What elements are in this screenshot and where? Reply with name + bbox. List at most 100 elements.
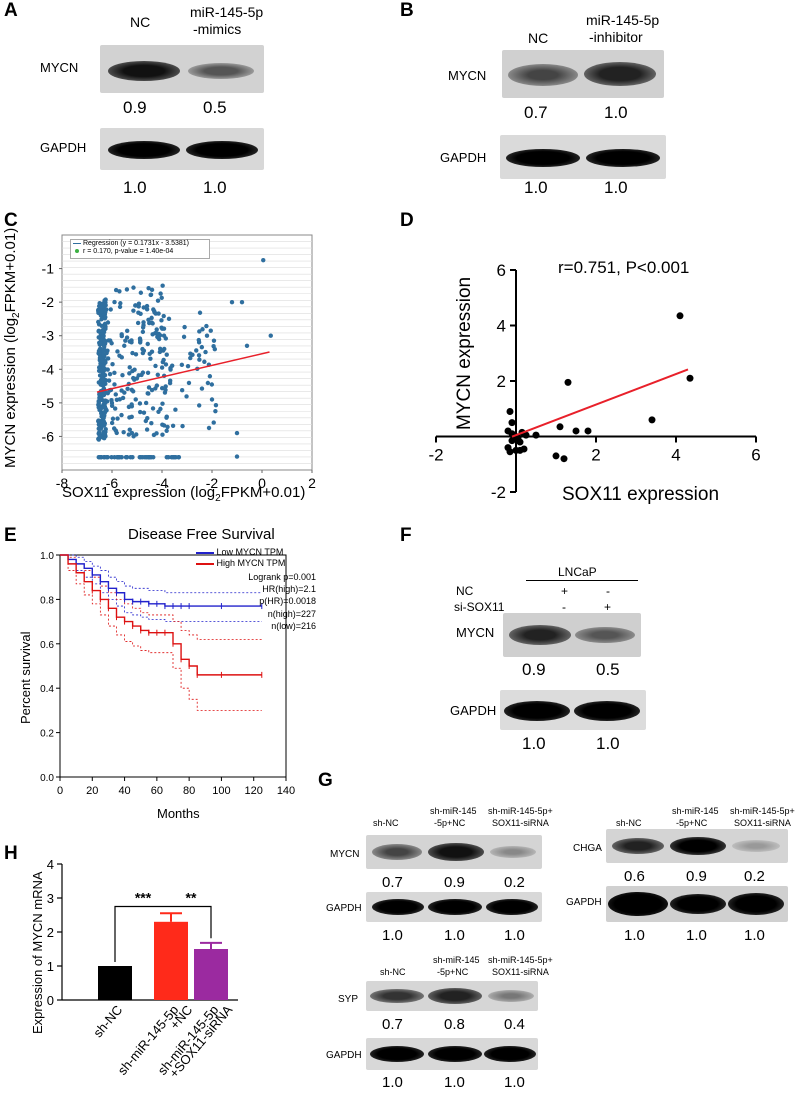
value-gapdh-inhibitor: 1.0 [604,178,628,197]
scatter-point-d [508,437,516,445]
protein-label-gapdh: GAPDH [40,140,87,155]
scatter-point-c [165,424,170,430]
scatter-point-c [96,426,101,431]
cell-line-underline [526,580,638,581]
scatter-point-d [572,427,580,435]
scatter-point-c [133,352,139,357]
survival-line-high [60,554,262,676]
x-axis-label-c: SOX11 expression (log2FPKM+0.01) [62,484,305,504]
scatter-point-c [125,386,130,391]
scatter-point-c [213,408,218,414]
g-mycn-lane-2a: sh-miR-145 [430,806,477,816]
scatter-point-c [137,409,143,415]
x-tick-label-e: 20 [86,785,98,797]
g-gapdh-label-3: GAPDH [326,1050,362,1061]
scatter-point-c [101,344,107,349]
scatter-point-c [144,427,150,432]
y-tick-label-h: 1 [47,959,54,974]
legend-r-text: r = 0.170, p-value = 1.40e-04 [82,248,174,255]
scatter-point-c [159,318,164,323]
regression-line-c [96,351,270,393]
g-mycn-value-3: 0.2 [504,874,525,891]
x-tick-label-c: -2 [206,475,219,491]
scatter-point-c [161,333,167,338]
y-tick-label-c: -6 [42,428,55,444]
scatter-point-c [131,434,136,439]
scatter-point-c [203,349,208,355]
regression-line-d [511,368,689,438]
panel-label-g: G [318,770,333,791]
scatter-point-c [109,455,114,460]
legend-e: Low MYCN TPM High MYCN TPM [196,547,316,569]
y-tick-label-h: 3 [47,891,54,906]
scatter-point-d [564,378,572,386]
scatter-point-c [181,334,187,340]
protein-label-gapdh-b: GAPDH [440,150,487,165]
scatter-plot-d: -2 2 4 6 -2 2 4 6 [428,261,760,502]
protein-label-mycn: MYCN [40,60,79,75]
g-chga-value-1: 0.6 [624,868,645,885]
scatter-point-c [110,416,116,421]
scatter-point-d [560,455,568,463]
row-label-nc: NC [456,584,474,598]
scatter-point-d [532,431,540,439]
scatter-point-c [143,418,149,424]
scatter-point-c [204,323,209,329]
g-chga-lane-2a: sh-miR-145 [672,806,719,816]
scatter-point-c [99,358,104,364]
scatter-point-c [146,385,152,390]
scatter-point-c [109,420,115,426]
scatter-point-c [96,430,102,435]
scatter-point-c [120,395,126,401]
y-tick-label-h: 0 [47,993,54,1008]
g-chga-value-2: 0.9 [686,868,707,885]
scatter-point-c [102,326,107,331]
scatter-point-c [135,320,141,326]
legend-r-row: r = 0.170, p-value = 1.40e-04 [73,248,207,256]
scatter-point-c [149,349,155,354]
scatter-point-c [131,285,136,290]
scatter-point-c [197,357,202,362]
blot-g-mycn [366,835,542,869]
panel-label-d: D [400,210,414,231]
value-mycn-nc-b: 0.7 [524,103,548,122]
scatter-point-c [150,406,156,411]
x-tick-label-e: 120 [245,785,263,797]
y-tick-label-h: 2 [47,925,54,940]
x-tick-label-e: 40 [118,785,130,797]
scatter-point-c [115,416,120,421]
g-chga-label: CHGA [573,843,602,854]
x-tick-label-e: 80 [183,785,195,797]
scatter-point-c [188,355,193,361]
lane-label-inhibitor-1: miR-145-5p [586,12,660,28]
scatter-point-c [105,367,110,372]
lane-label-mimics-1: miR-145-5p [190,4,264,20]
x-tick-label-d: 4 [671,446,680,465]
y-tick-label-c: -3 [42,328,55,344]
value-gapdh-nc-b: 1.0 [524,178,548,197]
g-mycn-value-2: 0.9 [444,874,465,891]
x-tick-label-d: -2 [428,446,443,465]
scatter-point-c [146,391,151,396]
scatter-point-c [141,410,147,415]
title-e: Disease Free Survival [128,526,275,543]
cell-line-label: LNCaP [558,565,597,579]
scatter-point-c [99,309,104,314]
blot-g-syp [366,981,538,1011]
scatter-point-c [102,401,108,406]
scatter-point-c [164,428,169,433]
scatter-point-c [107,371,113,377]
scatter-point-c [196,353,202,358]
scatter-point-c [197,310,203,315]
scatter-point-c [101,334,106,339]
scatter-point-c [140,455,145,460]
scatter-point-c [127,371,132,376]
g-mycn-lane-3a: sh-miR-145-5p+ [488,806,553,816]
g-gapdh-2-value-2: 1.0 [686,927,707,944]
scatter-point-c [196,337,201,343]
scatter-point-c [113,287,119,293]
scatter-point-c [157,333,163,338]
scatter-point-c [138,290,144,295]
g-syp-lane-3a: sh-miR-145-5p+ [488,955,553,965]
